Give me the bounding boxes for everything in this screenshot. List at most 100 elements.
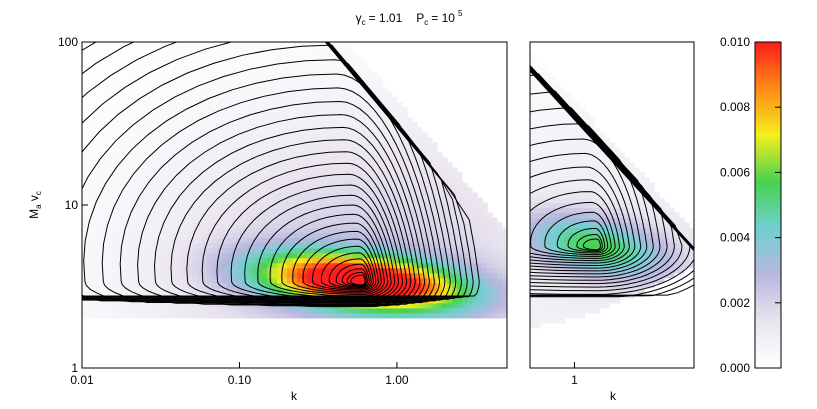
heatmap-cell xyxy=(407,167,413,173)
heatmap-cell xyxy=(502,237,507,244)
heatmap-cell xyxy=(282,262,288,269)
heatmap-cell xyxy=(372,167,378,173)
heatmap-cell xyxy=(217,102,223,108)
heatmap-cell xyxy=(497,267,503,274)
heatmap-cell xyxy=(182,202,188,209)
heatmap-cell xyxy=(97,132,103,138)
heatmap-cell xyxy=(272,242,278,249)
heatmap-cell xyxy=(352,212,358,219)
heatmap-cell xyxy=(277,57,283,63)
heatmap-cell xyxy=(82,107,88,113)
heatmap-cell xyxy=(487,242,493,249)
heatmap-cell xyxy=(217,92,223,98)
heatmap-cell xyxy=(579,232,586,239)
heatmap-cell xyxy=(317,252,323,259)
heatmap-cell xyxy=(594,162,601,168)
heatmap-cell xyxy=(212,217,218,224)
heatmap-cell xyxy=(574,197,581,204)
heatmap-cell xyxy=(157,217,163,224)
heatmap-cell xyxy=(307,132,313,138)
heatmap-cell xyxy=(317,132,323,138)
heatmap-cell xyxy=(302,157,308,163)
heatmap-cell xyxy=(132,137,138,143)
heatmap-cell xyxy=(377,197,383,204)
heatmap-cell xyxy=(207,277,213,284)
heatmap-cell xyxy=(127,227,133,234)
heatmap-cell xyxy=(322,237,328,244)
heatmap-cell xyxy=(624,242,630,249)
heatmap-cell xyxy=(82,307,88,314)
heatmap-cell xyxy=(337,252,343,259)
heatmap-cell xyxy=(252,272,258,279)
heatmap-cell xyxy=(307,67,313,73)
heatmap-cell xyxy=(272,112,278,118)
heatmap-cell xyxy=(534,192,541,199)
heatmap-cell xyxy=(392,212,398,219)
heatmap-cell xyxy=(327,132,333,138)
heatmap-cell xyxy=(262,147,268,153)
heatmap-cell xyxy=(82,232,88,239)
heatmap-cell xyxy=(122,62,128,68)
heatmap-cell xyxy=(347,42,353,48)
heatmap-cell xyxy=(579,252,586,259)
heatmap-cell xyxy=(207,157,213,163)
heatmap-cell xyxy=(534,277,541,284)
heatmap-cell xyxy=(102,252,108,259)
heatmap-cell xyxy=(417,222,423,229)
heatmap-cell xyxy=(177,242,183,249)
heatmap-cell xyxy=(122,57,128,63)
heatmap-cell xyxy=(262,47,268,53)
heatmap-cell xyxy=(317,62,323,68)
heatmap-cell xyxy=(497,222,503,229)
heatmap-cell xyxy=(262,247,268,254)
heatmap-cell xyxy=(472,207,478,214)
heatmap-cell xyxy=(157,72,163,78)
heatmap-cell xyxy=(192,142,198,148)
heatmap-cell xyxy=(477,307,483,314)
heatmap-cell xyxy=(569,172,576,179)
heatmap-cell xyxy=(539,247,546,254)
heatmap-cell xyxy=(417,217,423,224)
heatmap-cell xyxy=(367,232,373,239)
heatmap-cell xyxy=(167,197,173,204)
heatmap-cell xyxy=(554,317,561,324)
heatmap-cell xyxy=(337,167,343,173)
heatmap-cell xyxy=(82,67,88,73)
heatmap-cell xyxy=(427,272,433,279)
heatmap-cell xyxy=(137,227,143,234)
heatmap-cell xyxy=(232,312,238,319)
heatmap-cell xyxy=(559,257,566,264)
heatmap-cell xyxy=(267,242,273,249)
heatmap-cell xyxy=(357,132,363,138)
heatmap-cell xyxy=(107,307,113,314)
heatmap-cell xyxy=(102,307,108,314)
right-panel: 1 k xyxy=(529,41,695,403)
heatmap-cell xyxy=(629,217,635,224)
heatmap-cell xyxy=(262,232,268,239)
contour-line xyxy=(170,139,416,307)
heatmap-cell xyxy=(147,302,153,309)
heatmap-cell xyxy=(477,242,483,249)
heatmap-cell xyxy=(417,202,423,209)
heatmap-cell xyxy=(332,217,338,224)
heatmap-cell xyxy=(530,317,536,324)
heatmap-cell xyxy=(312,117,318,123)
heatmap-cell xyxy=(357,67,363,73)
heatmap-cell xyxy=(202,237,208,244)
heatmap-cell xyxy=(292,72,298,78)
heatmap-cell xyxy=(212,52,218,58)
heatmap-cell xyxy=(262,287,268,294)
heatmap-cell xyxy=(297,277,303,284)
heatmap-cell xyxy=(232,287,238,294)
heatmap-cell xyxy=(357,207,363,214)
heatmap-cell xyxy=(297,132,303,138)
heatmap-cell xyxy=(584,142,591,148)
heatmap-cell xyxy=(192,217,198,224)
heatmap-cell xyxy=(549,102,556,108)
heatmap-cell xyxy=(122,72,128,78)
heatmap-cell xyxy=(257,147,263,153)
heatmap-cell xyxy=(287,42,293,48)
heatmap-cell xyxy=(579,197,586,204)
heatmap-cell xyxy=(327,207,333,214)
heatmap-cell xyxy=(212,237,218,244)
